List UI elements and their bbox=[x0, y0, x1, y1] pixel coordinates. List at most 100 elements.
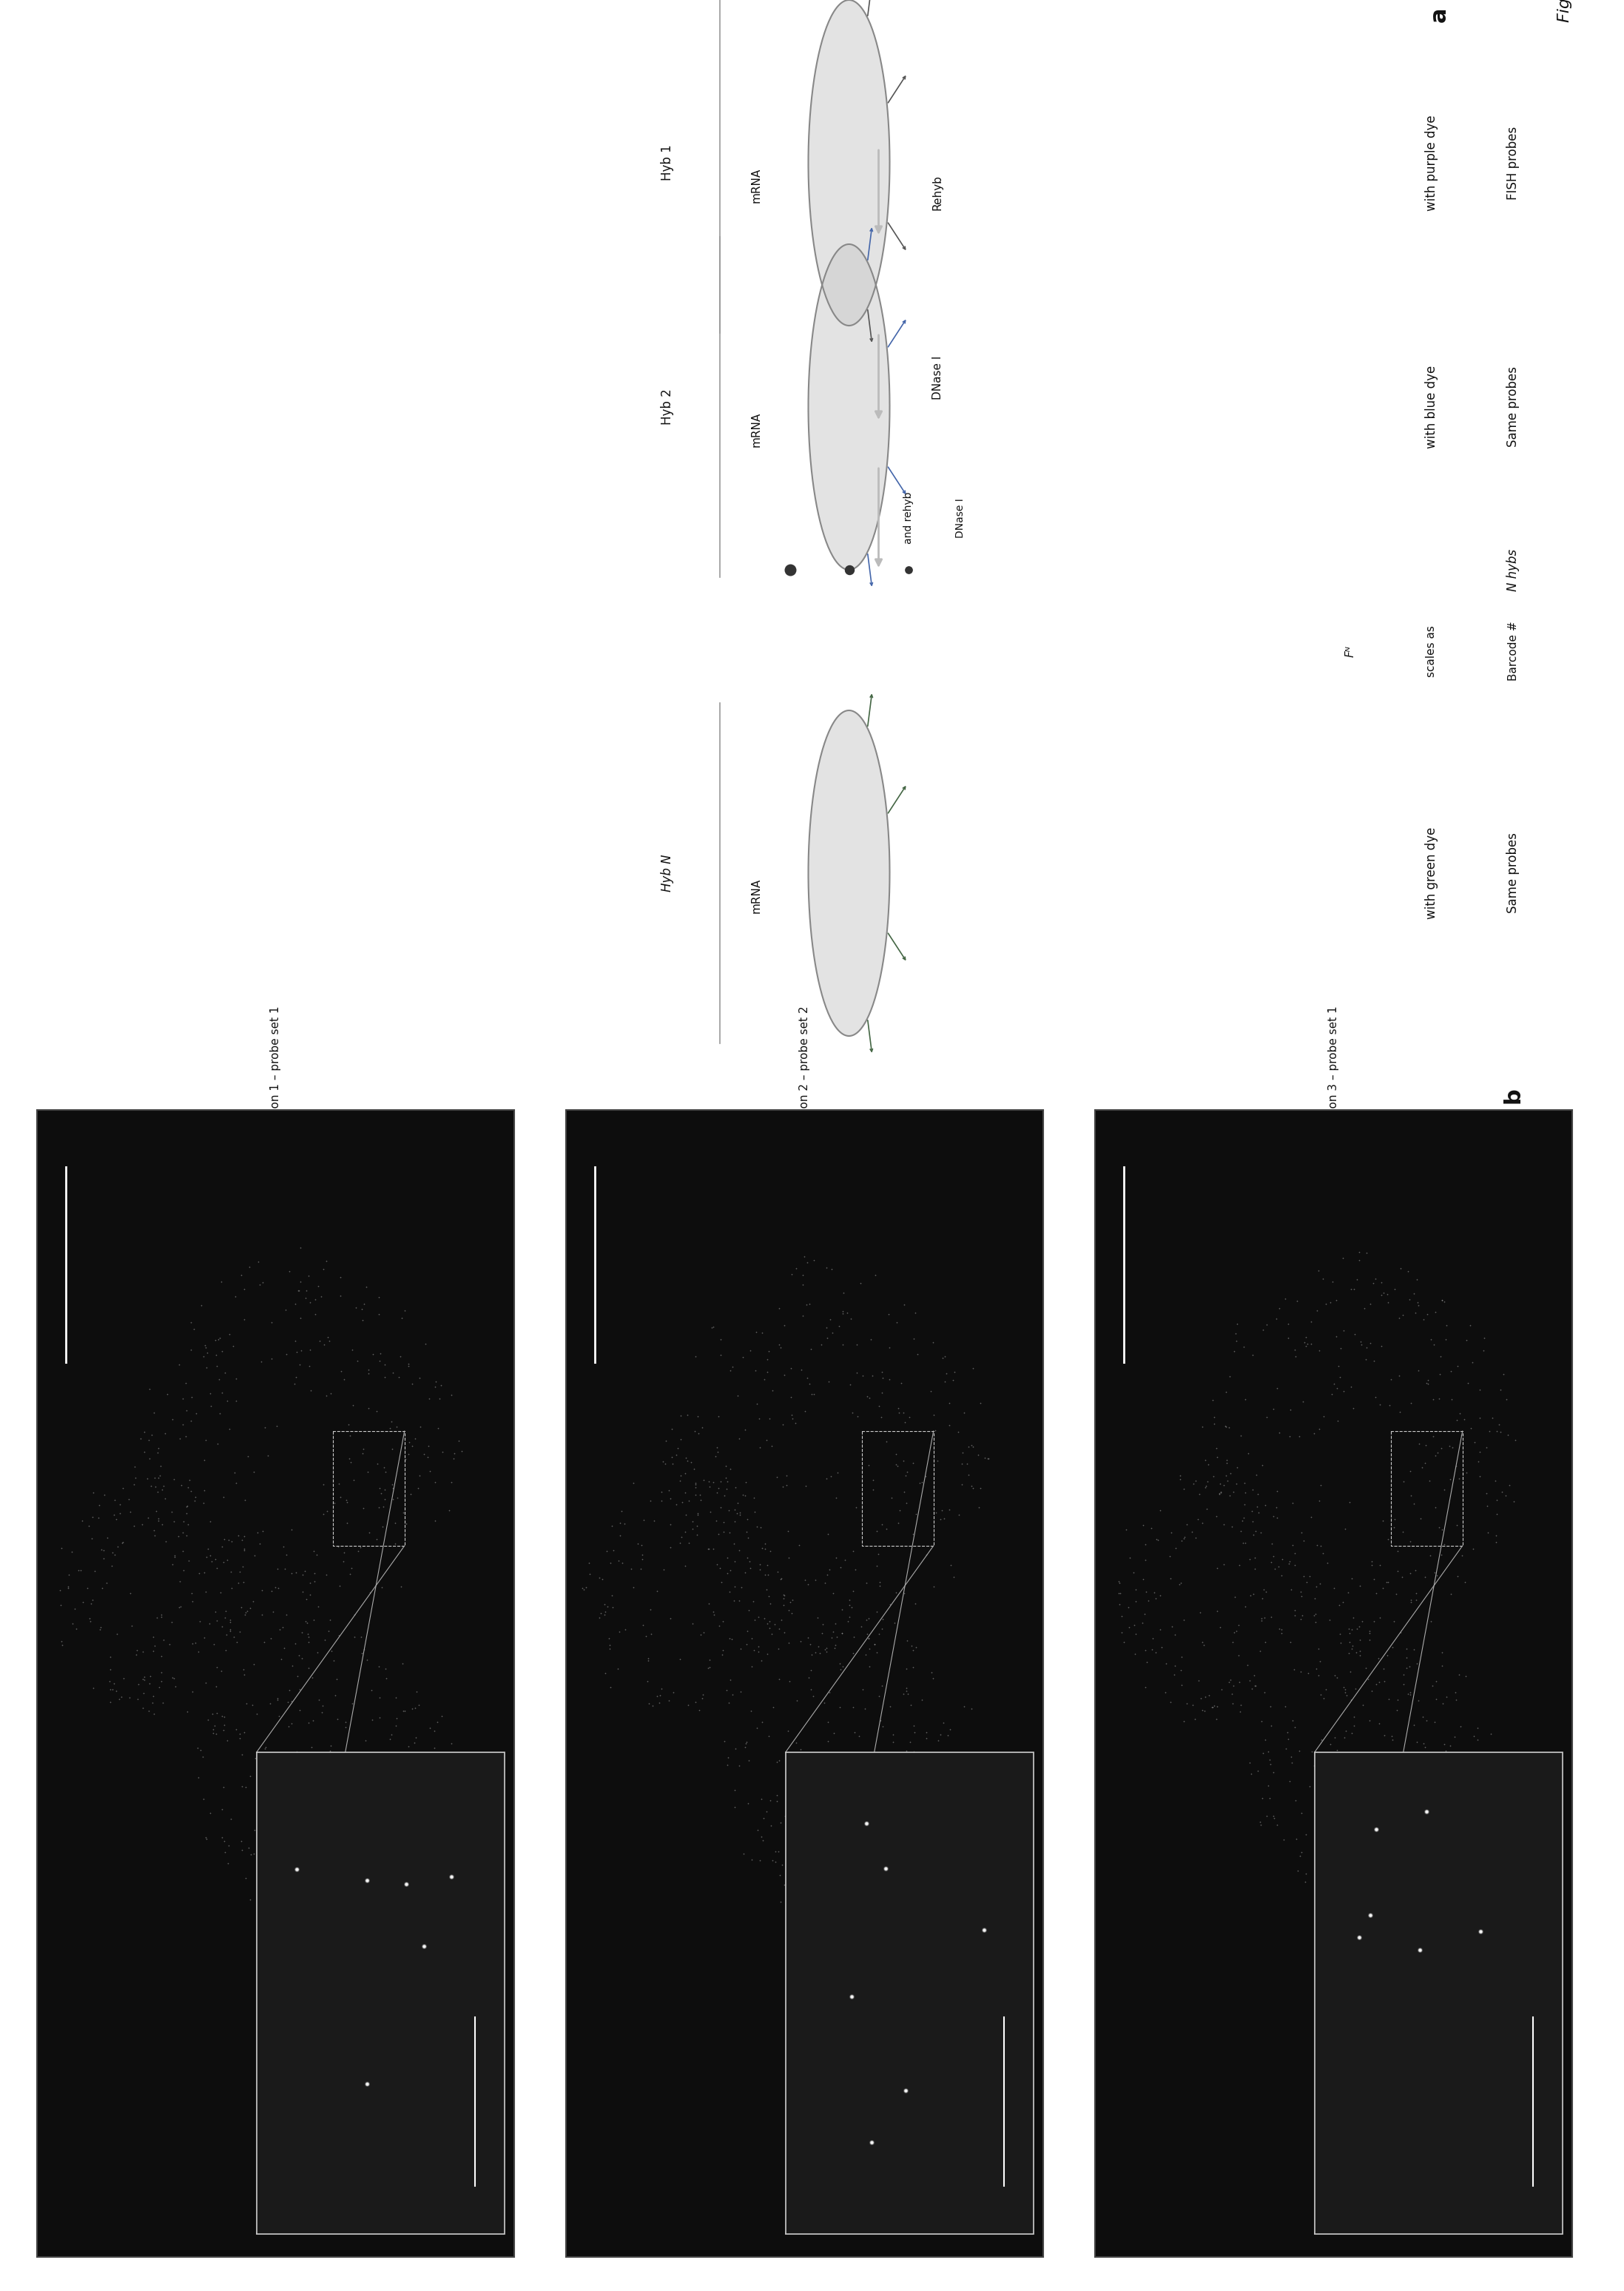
Point bbox=[195, 1530, 221, 1567]
Point bbox=[695, 1530, 721, 1567]
Point bbox=[372, 1359, 398, 1395]
Point bbox=[1218, 1507, 1244, 1544]
Point bbox=[175, 1469, 201, 1505]
Point bbox=[1406, 1885, 1432, 1922]
Point bbox=[1111, 1624, 1137, 1661]
Point bbox=[351, 1890, 377, 1927]
Point bbox=[201, 1707, 227, 1743]
Point bbox=[1330, 1239, 1356, 1276]
Point bbox=[590, 1560, 615, 1597]
Point bbox=[266, 1569, 292, 1606]
Point bbox=[1212, 1466, 1237, 1503]
Point bbox=[1460, 1718, 1486, 1755]
Point bbox=[1142, 1581, 1168, 1617]
Point bbox=[840, 1636, 866, 1672]
Point bbox=[1397, 1677, 1423, 1714]
Point bbox=[284, 1659, 310, 1695]
Point bbox=[742, 1601, 768, 1638]
Point bbox=[385, 1480, 411, 1517]
Point bbox=[1460, 1530, 1486, 1567]
Point bbox=[302, 1556, 328, 1592]
Polygon shape bbox=[809, 0, 890, 325]
Point bbox=[175, 1505, 201, 1542]
Point bbox=[127, 1420, 153, 1457]
Point bbox=[648, 1677, 674, 1714]
Point bbox=[1330, 1670, 1356, 1707]
Point bbox=[354, 2064, 380, 2101]
Point bbox=[348, 1863, 374, 1899]
Point bbox=[1242, 1551, 1268, 1588]
Point bbox=[1413, 1702, 1439, 1739]
Point bbox=[1156, 1537, 1182, 1574]
Point bbox=[1380, 1510, 1406, 1546]
Point bbox=[1354, 1329, 1380, 1365]
Point bbox=[1254, 1400, 1280, 1436]
Point bbox=[767, 1741, 793, 1778]
Point bbox=[1312, 1285, 1338, 1322]
Point bbox=[849, 1821, 875, 1858]
Point bbox=[1402, 1707, 1427, 1743]
Point bbox=[768, 1601, 794, 1638]
Point bbox=[323, 1661, 349, 1698]
Point bbox=[966, 1436, 992, 1473]
Point bbox=[81, 1553, 107, 1590]
Point bbox=[895, 552, 921, 589]
Point bbox=[231, 1652, 257, 1688]
Point bbox=[867, 1565, 893, 1601]
Point bbox=[1346, 1235, 1372, 1272]
Point bbox=[145, 1473, 171, 1510]
Point bbox=[942, 1354, 968, 1391]
Point bbox=[318, 1631, 344, 1668]
Point bbox=[1442, 1872, 1468, 1908]
Point bbox=[851, 1691, 877, 1727]
Point bbox=[351, 1631, 377, 1668]
Point bbox=[1134, 1574, 1160, 1611]
Point bbox=[1213, 1457, 1239, 1494]
Point bbox=[763, 1844, 789, 1881]
Point bbox=[179, 1576, 205, 1613]
Point bbox=[1257, 1746, 1283, 1782]
Point bbox=[400, 1837, 425, 1874]
Point bbox=[1260, 1537, 1286, 1574]
Point bbox=[966, 1469, 992, 1505]
Point bbox=[49, 1627, 75, 1663]
Point bbox=[1307, 1643, 1333, 1679]
Point bbox=[838, 1299, 864, 1336]
Point bbox=[279, 1647, 305, 1684]
Point bbox=[903, 1496, 929, 1533]
Point bbox=[1233, 1473, 1259, 1510]
Point bbox=[1337, 1636, 1363, 1672]
Point bbox=[1439, 1750, 1465, 1787]
Point bbox=[1288, 1654, 1314, 1691]
Point bbox=[838, 1979, 864, 2016]
Point bbox=[258, 1340, 284, 1377]
Point bbox=[754, 1794, 780, 1831]
Text: Fᴺ: Fᴺ bbox=[1345, 646, 1356, 658]
Point bbox=[169, 1466, 195, 1503]
Point bbox=[1374, 1638, 1400, 1675]
Point bbox=[797, 1652, 823, 1688]
Point bbox=[879, 1734, 905, 1771]
Point bbox=[1437, 1462, 1463, 1498]
Point bbox=[888, 1365, 914, 1402]
Point bbox=[744, 1812, 770, 1849]
Point bbox=[49, 1530, 75, 1567]
Point bbox=[166, 1517, 192, 1553]
Point bbox=[893, 2071, 919, 2108]
Point bbox=[862, 1255, 888, 1292]
Point bbox=[213, 1631, 239, 1668]
Point bbox=[968, 1787, 994, 1824]
Point bbox=[1168, 1565, 1194, 1601]
Point bbox=[758, 1615, 784, 1652]
Point bbox=[197, 1794, 222, 1831]
Point bbox=[1333, 1750, 1359, 1787]
Point bbox=[323, 1789, 349, 1826]
Point bbox=[862, 1902, 888, 1938]
Point bbox=[1501, 1482, 1527, 1519]
Point bbox=[344, 1343, 370, 1379]
Point bbox=[1171, 1702, 1197, 1739]
Point bbox=[135, 1498, 161, 1535]
Point bbox=[1234, 1647, 1260, 1684]
Point bbox=[1275, 1714, 1301, 1750]
Point bbox=[252, 1409, 278, 1446]
